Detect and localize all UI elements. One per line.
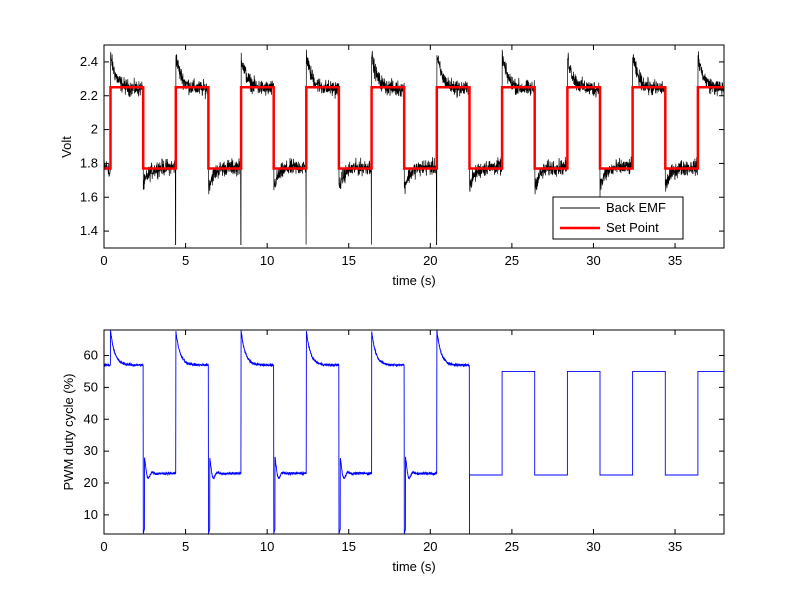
bottom-y-tick-label: 40 — [84, 411, 98, 426]
top-y-tick-label: 1.8 — [80, 155, 98, 170]
legend-box — [552, 196, 684, 240]
bottom-x-tick-label: 20 — [423, 539, 437, 554]
top-x-tick-label: 0 — [100, 253, 107, 268]
bottom-x-tick-label: 35 — [668, 539, 682, 554]
bottom-y-tick-label: 20 — [84, 475, 98, 490]
bottom-x-tick-label: 15 — [342, 539, 356, 554]
top-y-axis-label: Volt — [59, 136, 74, 158]
top-x-tick-label: 10 — [260, 253, 274, 268]
bottom-y-tick-label: 10 — [84, 507, 98, 522]
top-x-axis-label: time (s) — [392, 273, 435, 288]
series-set-point — [104, 86, 724, 170]
top-x-tick-label: 25 — [505, 253, 519, 268]
bottom-x-tick-label: 25 — [505, 539, 519, 554]
top-x-tick-label: 5 — [182, 253, 189, 268]
top-y-tick-label: 1.6 — [80, 189, 98, 204]
bottom-y-tick-label: 50 — [84, 379, 98, 394]
bottom-x-tick-label: 10 — [260, 539, 274, 554]
top-y-tick-label: 2.4 — [80, 54, 98, 69]
back-emf-panel: 0 5 10 15 20 25 30 351.41.61.822.22.4 time (s) … — [59, 44, 725, 288]
top-x-tick-label: 20 — [423, 253, 437, 268]
bottom-y-axis-label: PWM duty cycle (%) — [61, 373, 76, 490]
bottom-x-tick-label: 30 — [586, 539, 600, 554]
legend-label-back-emf: Back EMF — [606, 200, 666, 215]
pwm-panel: 0 5 10 15 20 25 30 35 10 20 30 40 50 60 time (s) PWM … — [61, 329, 725, 574]
legend-label-set-point: Set Point — [606, 220, 659, 235]
top-x-tick-label: 30 — [586, 253, 600, 268]
bottom-y-tick-label: 60 — [84, 348, 98, 363]
series-pwm-duty-cycle — [103, 329, 724, 535]
top-y-tick-label: 1.4 — [80, 223, 98, 238]
top-x-tick-label: 35 — [668, 253, 682, 268]
top-x-tick-label: 15 — [342, 253, 356, 268]
bottom-y-tick-label: 30 — [84, 443, 98, 458]
legend: Back EMF Set Point — [552, 196, 684, 240]
top-y-tick-label: 2.2 — [80, 88, 98, 103]
bottom-x-tick-label: 0 — [100, 539, 107, 554]
bottom-plot-area — [104, 330, 724, 534]
bottom-x-tick-label: 5 — [182, 539, 189, 554]
top-y-tick-label: 2 — [91, 122, 98, 137]
bottom-x-axis-label: time (s) — [392, 559, 435, 574]
